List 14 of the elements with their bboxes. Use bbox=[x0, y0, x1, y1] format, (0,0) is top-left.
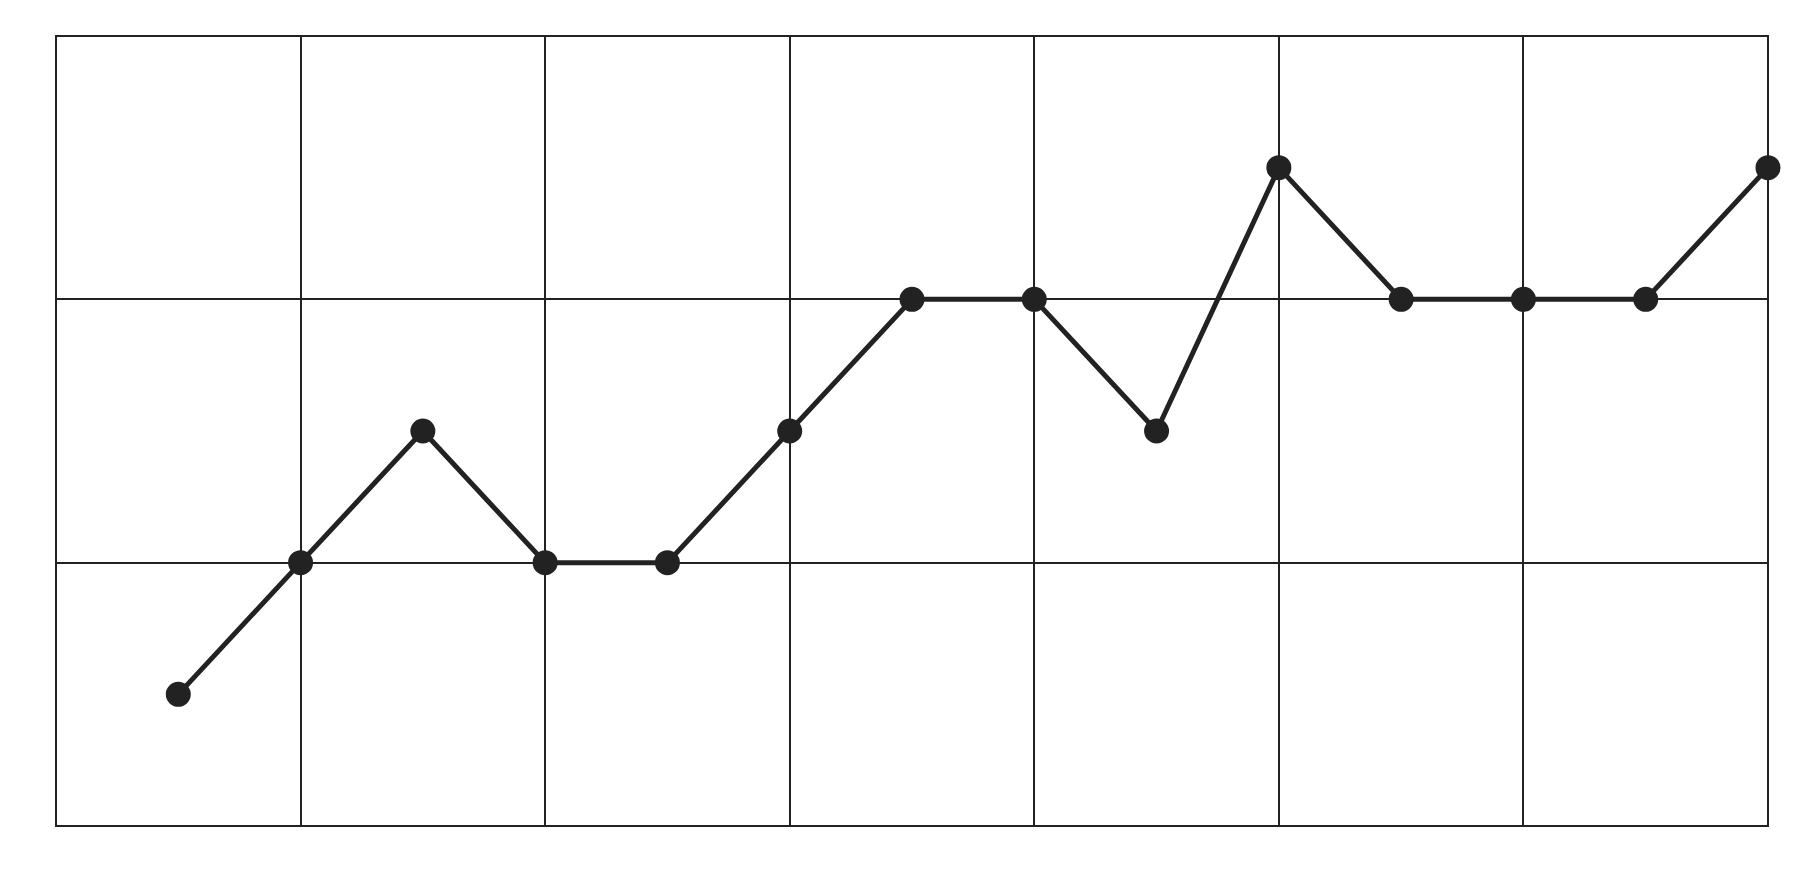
point bbox=[1021, 286, 1047, 312]
point bbox=[1266, 155, 1292, 181]
point bbox=[777, 418, 803, 444]
point bbox=[899, 286, 925, 312]
point bbox=[410, 418, 436, 444]
point bbox=[1388, 286, 1414, 312]
point bbox=[1633, 286, 1659, 312]
point bbox=[1510, 286, 1536, 312]
point bbox=[654, 550, 680, 576]
point bbox=[1755, 155, 1781, 181]
point bbox=[532, 550, 558, 576]
point bbox=[288, 550, 314, 576]
point bbox=[165, 681, 191, 707]
point bbox=[1144, 418, 1170, 444]
